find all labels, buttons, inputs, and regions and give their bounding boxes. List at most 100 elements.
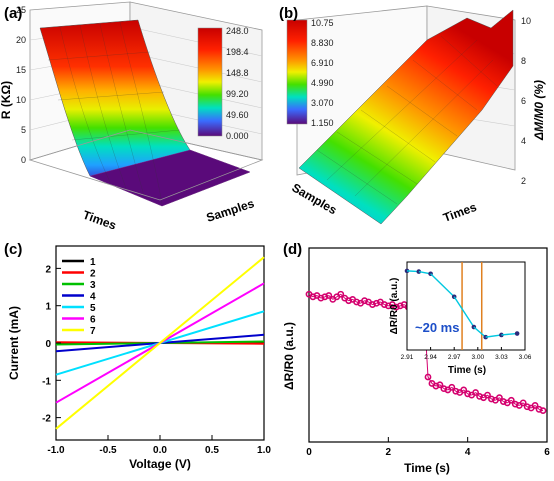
data-point [539,407,547,415]
z-tick: 2 [521,176,526,186]
z-tick: 25 [16,5,26,15]
cb-tick: 0.000 [226,131,249,141]
data-point [452,387,460,395]
cb-tick: 198.4 [226,47,249,57]
panel-a: 248.0 198.4 148.8 99.20 49.60 0.000 0 5 … [0,0,277,233]
inset-point [514,331,520,336]
cb-tick: 248.0 [226,26,249,36]
y-tick-label: -2 [42,414,51,425]
data-point [432,382,440,390]
data-point [511,400,519,408]
x-tick-label: 0 [306,447,312,458]
colorbar-ticks-b: 10.75 8.830 6.910 4.990 3.070 1.150 [311,18,334,128]
data-point [499,398,507,405]
z-ticks-b: 2 4 6 8 10 [521,16,531,186]
data-point [353,298,360,306]
transient-ticks: 0 2 4 6 [306,437,550,458]
data-point [436,381,444,389]
inset-annotation: ~20 ms [415,320,459,335]
x-tick-label: -0.5 [99,445,117,456]
inset-frame [406,261,526,351]
panel-b: 10.75 8.830 6.910 4.990 3.070 1.150 2 4 … [277,0,554,232]
surface-plot-b: 10.75 8.830 6.910 4.990 3.070 1.150 2 4 … [279,5,546,225]
y-axis-label-a: Samples [205,196,257,225]
cb-tick: 3.070 [311,98,334,108]
data-point [384,302,392,310]
inset-x-tick: 2.91 [401,354,414,361]
data-point [361,297,368,305]
inset-series [404,262,520,350]
data-point [523,403,531,411]
x-tick-label: 4 [465,447,471,458]
legend-label: 2 [90,269,96,280]
inset-x-label: Time (s) [448,365,486,376]
z-tick: 0 [21,155,26,165]
data-point [531,402,539,409]
transient-chart: 0 2 4 6 Time (s) ΔR/R0 (a.u.) 2.91 2.94 2.97 3… [282,241,550,475]
y-tick-label: 0 [45,339,51,350]
z-tick: 10 [521,16,531,26]
colorbar-b [286,19,308,125]
data-point [440,385,448,393]
data-point [345,297,353,305]
panel-label-d: (d) [283,241,302,258]
data-point [317,294,325,302]
data-point [472,389,479,396]
x-axis-label-d: Time (s) [404,461,450,475]
inset-x-tick: 2.94 [424,354,437,361]
z-tick: 15 [16,65,26,75]
legend-label: 4 [90,292,96,303]
y-tick-label: 2 [45,264,51,275]
data-point [325,292,333,299]
x-tick-label: 0.5 [205,445,219,456]
data-point [424,373,432,381]
cb-tick: 6.910 [311,58,334,68]
data-point [309,293,317,301]
inset-ticks: 2.91 2.94 2.97 3.00 3.03 3.06 [401,347,532,361]
inset-point [499,332,504,338]
y-axis-label-c: Current (mA) [7,306,21,380]
z-ticks-a: 0 5 10 15 20 25 [16,5,26,165]
cb-tick: 148.8 [226,68,249,78]
data-point [369,301,376,308]
y-tick-label: -1 [42,376,51,387]
z-tick: 4 [521,136,526,146]
panel-label-b: (b) [279,5,298,22]
legend-label: 1 [90,257,96,268]
data-point [460,386,468,394]
legend-label: 6 [90,315,96,326]
data-point [495,394,503,402]
colorbar-ticks-a: 248.0 198.4 148.8 99.20 49.60 0.000 [226,26,249,141]
plot-frame-d [308,247,548,443]
data-point [321,293,329,301]
cb-tick: 1.150 [311,118,334,128]
inset-x-tick: 3.06 [519,354,532,361]
x-tick-label: 1.0 [257,445,271,456]
colorbar-a [197,27,223,137]
legend-label: 5 [90,303,96,314]
x-tick-label: 2 [386,447,392,458]
y-axis-label-d: ΔR/R0 (a.u.) [282,322,296,390]
inset-point [416,269,422,274]
legend-label: 3 [90,280,96,291]
cb-tick: 8.830 [311,38,334,48]
z-axis-label-a: R (KΩ) [0,81,13,119]
cb-tick: 49.60 [226,110,249,120]
data-point [448,383,456,391]
z-tick: 5 [21,125,26,135]
data-point [519,399,527,407]
z-axis-label-b: ΔM/M0 (%) [532,80,546,141]
panel-d: 0 2 4 6 Time (s) ΔR/R0 (a.u.) 2.91 2.94 2.97 3… [277,236,554,476]
data-point [476,392,483,400]
inset-x-tick: 3.00 [471,354,484,361]
panel-label-c: (c) [4,241,22,258]
inset-x-tick: 3.03 [495,354,508,361]
cb-tick: 10.75 [311,18,334,28]
inset-y-label: ΔR/R0 (a.u.) [389,278,400,335]
data-point [380,301,388,308]
x-axis-label-b: Times [441,200,478,225]
z-tick: 6 [521,96,526,106]
data-point [535,405,543,413]
